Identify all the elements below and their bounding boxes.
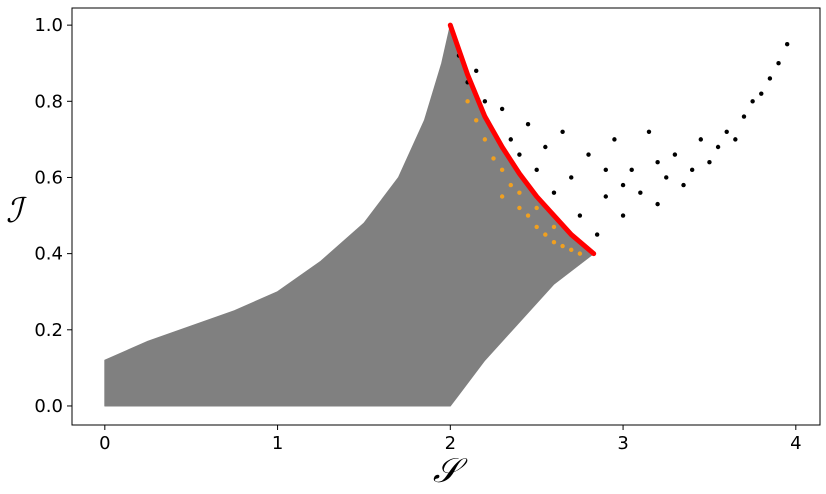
x-tick-label: 2 (445, 433, 456, 454)
point (638, 190, 643, 195)
point (741, 114, 747, 119)
point (525, 121, 531, 127)
point (664, 175, 669, 180)
point (560, 129, 565, 134)
point (646, 129, 652, 134)
point (655, 160, 660, 165)
point (577, 251, 583, 256)
point (508, 182, 513, 188)
y-tick-label: 0.4 (34, 244, 63, 265)
point (517, 190, 522, 195)
point (603, 167, 608, 173)
point (724, 129, 729, 134)
point (534, 224, 539, 230)
point (629, 167, 634, 173)
point (474, 118, 479, 123)
point (620, 182, 626, 188)
point (543, 232, 548, 237)
point (655, 201, 660, 207)
point (465, 99, 470, 104)
point (499, 106, 505, 112)
point (551, 224, 557, 230)
point (750, 99, 755, 104)
point (551, 240, 557, 245)
point (560, 243, 565, 249)
y-tick-label: 0.0 (34, 396, 63, 417)
y-tick-label: 0.2 (34, 320, 63, 341)
point (681, 182, 686, 188)
point (543, 144, 548, 150)
line (447, 22, 597, 257)
plot-frame (71, 7, 821, 426)
y-tick-label: 1.0 (34, 15, 63, 36)
point (715, 144, 721, 150)
point (603, 194, 608, 199)
point (499, 194, 505, 199)
x-tick-label: 3 (617, 433, 628, 454)
point (577, 213, 583, 218)
point (620, 213, 626, 218)
point (776, 61, 781, 66)
y-tick-label: 0.8 (34, 91, 63, 112)
point (707, 160, 712, 165)
point (534, 167, 539, 173)
x-axis-label: 𝒮 (433, 451, 468, 491)
area (104, 24, 595, 407)
x-tick-label: 0 (99, 433, 110, 454)
point (689, 167, 695, 173)
x-tick-label: 4 (790, 433, 801, 454)
point (784, 41, 790, 47)
point (517, 152, 522, 157)
point (759, 91, 764, 96)
point (733, 137, 738, 142)
y-axis-label: ℐ (6, 191, 27, 231)
point (482, 137, 488, 142)
point (767, 76, 773, 81)
point (612, 137, 617, 142)
point (586, 152, 591, 157)
y-tick-label: 0.6 (34, 167, 63, 188)
point (698, 137, 704, 142)
point (474, 68, 479, 74)
point (517, 205, 522, 211)
point (525, 213, 531, 218)
x-tick-label: 1 (272, 433, 283, 454)
point (569, 175, 574, 180)
point (508, 137, 513, 142)
point (569, 247, 574, 253)
point (499, 167, 505, 173)
point (482, 99, 488, 104)
point (551, 190, 557, 195)
point (534, 205, 539, 211)
point (491, 156, 496, 161)
point (594, 232, 600, 237)
point (672, 152, 678, 157)
